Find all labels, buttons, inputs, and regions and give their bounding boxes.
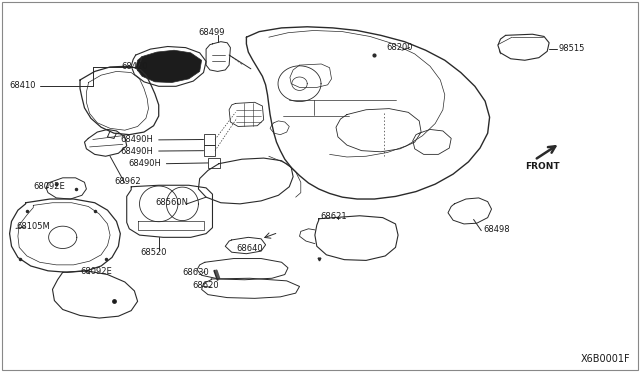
Text: 68092E: 68092E xyxy=(80,267,112,276)
Text: 68499: 68499 xyxy=(198,28,225,37)
Text: 68498: 68498 xyxy=(483,225,510,234)
Text: 68630: 68630 xyxy=(182,268,209,277)
Text: 68410: 68410 xyxy=(10,81,36,90)
Text: 68520: 68520 xyxy=(141,248,167,257)
Text: 68621: 68621 xyxy=(320,212,347,221)
Text: 98515: 98515 xyxy=(558,44,584,53)
Text: X6B0001F: X6B0001F xyxy=(580,354,630,364)
Polygon shape xyxy=(136,50,202,83)
Bar xyxy=(204,134,215,145)
Bar xyxy=(204,145,215,156)
Bar xyxy=(208,158,220,168)
Text: 68105M: 68105M xyxy=(16,222,50,231)
Text: 68092E: 68092E xyxy=(33,182,65,190)
Text: FRONT: FRONT xyxy=(525,162,559,171)
Text: 68490H: 68490H xyxy=(128,159,161,168)
Text: 68640: 68640 xyxy=(237,244,264,253)
Text: 68490H: 68490H xyxy=(120,147,153,155)
Text: 68620: 68620 xyxy=(192,281,219,290)
Text: 68560N: 68560N xyxy=(155,198,188,207)
Text: 68420: 68420 xyxy=(122,62,148,71)
Text: 68490H: 68490H xyxy=(120,135,153,144)
Text: 68962: 68962 xyxy=(114,177,141,186)
Text: 68200: 68200 xyxy=(386,43,412,52)
